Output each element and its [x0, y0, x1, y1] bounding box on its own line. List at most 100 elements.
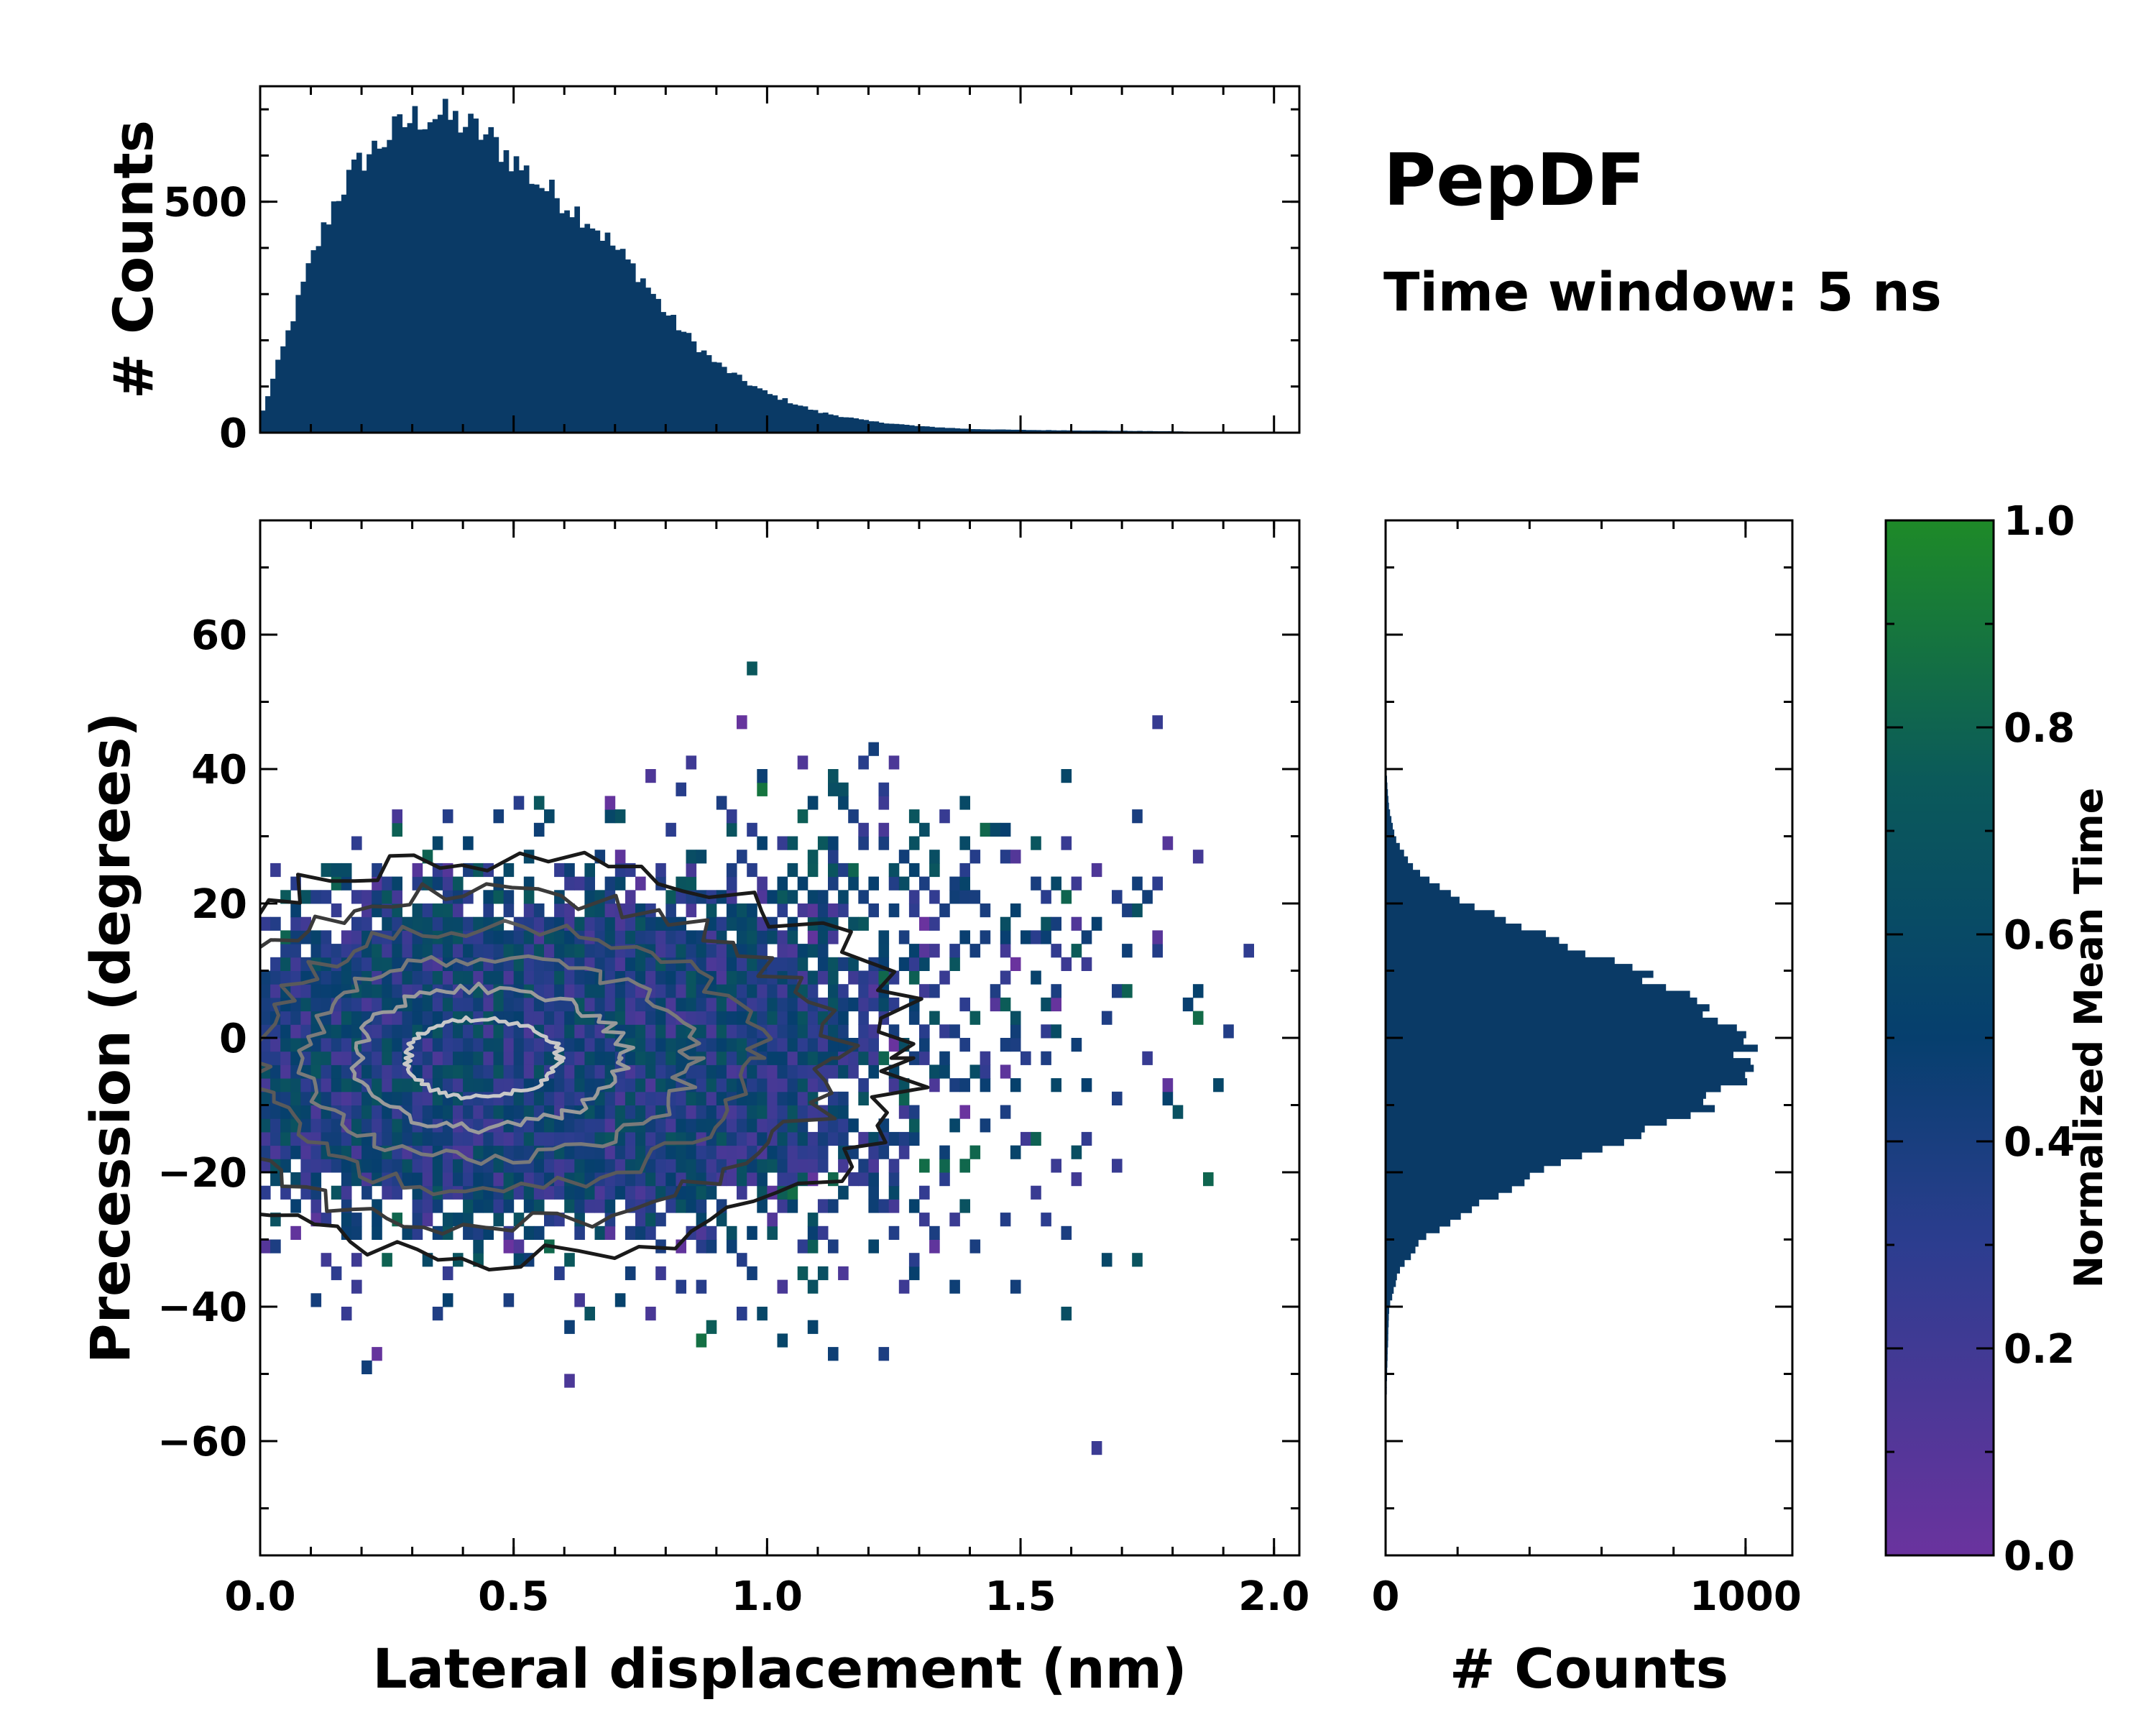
heatmap-cell [797, 876, 808, 891]
heatmap-cell [594, 1145, 606, 1159]
heatmap-cell [878, 1051, 890, 1065]
heatmap-cell [412, 1091, 423, 1105]
heatmap-cell [676, 1145, 686, 1159]
heatmap-cell [533, 1038, 545, 1052]
heatmap-cell [503, 903, 515, 918]
heatmap-cell [442, 916, 453, 931]
heatmap-cell [280, 1145, 291, 1159]
top-histogram-bar [706, 355, 712, 433]
heatmap-cell [402, 1225, 413, 1240]
heatmap-cell [797, 1051, 808, 1065]
right-histogram-bar [1386, 1333, 1388, 1341]
heatmap-cell [614, 1078, 626, 1092]
heatmap-cell [706, 1051, 717, 1065]
heatmap-cell [868, 1024, 879, 1039]
heatmap-cell [442, 1064, 453, 1079]
right-histogram-bar [1386, 1287, 1394, 1294]
heatmap-cell [442, 1131, 453, 1146]
heatmap-cell [503, 1038, 515, 1052]
heatmap-cell [564, 862, 575, 878]
heatmap-cell [919, 916, 930, 931]
heatmap-cell [432, 1038, 443, 1052]
heatmap-cell [665, 1159, 676, 1173]
heatmap-cell [341, 1213, 352, 1227]
heatmap-cell [777, 1131, 788, 1146]
top-histogram-bar [397, 114, 403, 433]
heatmap-cell [716, 1064, 727, 1079]
heatmap-cell [422, 944, 433, 958]
heatmap-cell [574, 1078, 585, 1092]
heatmap-cell [888, 1131, 900, 1146]
top-histogram-bar [696, 352, 702, 433]
heatmap-cell [635, 930, 646, 944]
heatmap-cell [959, 1159, 970, 1173]
top-histogram-bar [346, 170, 352, 433]
heatmap-cell [544, 1159, 555, 1173]
heatmap-cell [706, 1239, 717, 1254]
heatmap-cell [939, 903, 950, 918]
heatmap-cell [463, 1078, 474, 1092]
top-histogram-bar [300, 281, 307, 433]
heatmap-cell [868, 742, 879, 756]
heatmap-cell [696, 1011, 707, 1025]
heatmap-cell [584, 1024, 595, 1039]
heatmap-cell [523, 930, 535, 944]
heatmap-cell [737, 1131, 747, 1146]
heatmap-cell [372, 890, 382, 904]
top-histogram-bar [594, 230, 601, 433]
heatmap-cell [696, 1239, 707, 1254]
heatmap-cell [696, 1078, 707, 1092]
heatmap-cell [290, 1024, 301, 1039]
top-histogram-bar [599, 241, 606, 433]
heatmap-cell [858, 1091, 869, 1105]
heatmap-cell [604, 930, 616, 944]
heatmap-cell [706, 1159, 717, 1173]
heatmap-cell [290, 916, 301, 931]
heatmap-cell [949, 876, 960, 891]
colorbar-label: Normalized Mean Time [2066, 788, 2111, 1288]
heatmap-cell [270, 970, 281, 985]
main-xtick-label: 0.5 [478, 1573, 549, 1620]
heatmap-cell [919, 1038, 930, 1052]
top-histogram-bar [792, 404, 798, 433]
right-histogram-bar [1386, 1205, 1473, 1213]
heatmap-cell [655, 1145, 666, 1159]
heatmap-cell [290, 1078, 301, 1092]
heatmap-cell [747, 944, 757, 958]
top-histogram-bar [539, 188, 545, 433]
heatmap-cell [412, 1199, 423, 1213]
heatmap-cell [432, 903, 443, 918]
heatmap-cell [321, 862, 332, 878]
heatmap-cell [483, 890, 494, 904]
heatmap-cell [341, 1307, 352, 1321]
heatmap-cell [1213, 1078, 1224, 1092]
right-histogram-bar [1386, 1233, 1427, 1241]
heatmap-cell [655, 944, 666, 958]
heatmap-cell [838, 997, 849, 1012]
top-histogram-bar [665, 316, 671, 433]
heatmap-cell [442, 1159, 453, 1173]
heatmap-cell [453, 916, 464, 931]
top-histogram-bar [853, 418, 859, 433]
heatmap-cell [726, 1051, 737, 1065]
top-histogram-bar [1010, 429, 1016, 433]
heatmap-cell [432, 1199, 443, 1213]
heatmap-cell [726, 862, 737, 878]
heatmap-cell [696, 957, 707, 971]
heatmap-cell [392, 984, 402, 998]
heatmap-cell [280, 1118, 291, 1133]
heatmap-cell [969, 1011, 981, 1025]
top-histogram-bar [681, 331, 687, 433]
heatmap-cell [533, 1131, 545, 1146]
heatmap-cell [1031, 930, 1041, 944]
heatmap-cell [392, 916, 402, 931]
heatmap-cell [665, 944, 676, 958]
heatmap-cell [544, 1024, 555, 1039]
heatmap-cell [544, 1091, 555, 1105]
heatmap-cell [757, 1118, 768, 1133]
heatmap-cell [361, 890, 372, 904]
heatmap-cell [554, 1266, 565, 1281]
heatmap-cell [260, 1159, 271, 1173]
top-histogram-bar [949, 428, 955, 433]
figure-subtitle: Time window: 5 ns [1383, 262, 1942, 323]
